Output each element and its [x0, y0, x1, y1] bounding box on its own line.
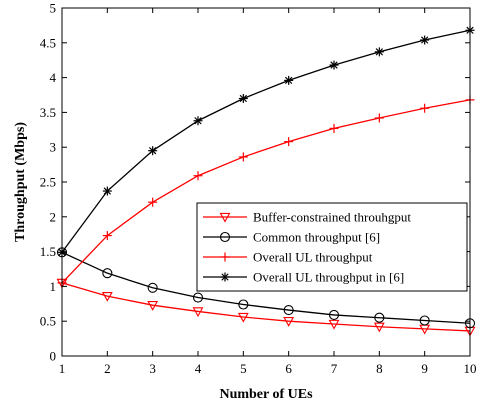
legend-label: Buffer-constrained throuhgput [253, 210, 411, 225]
y-axis-label: Throughput (Mbps) [13, 122, 28, 242]
data-point [192, 292, 204, 303]
marker-stroke [103, 187, 111, 195]
series-4 [57, 25, 475, 257]
data-point [284, 137, 294, 147]
marker-stroke [421, 36, 429, 44]
x-tick-label: 5 [240, 361, 247, 376]
y-tick-label: 4 [50, 70, 57, 85]
x-tick-label: 7 [331, 361, 338, 376]
y-tick-label: 3 [50, 140, 57, 155]
series-line [61, 99, 471, 284]
data-point [238, 93, 248, 103]
legend-label: Overall UL throughput in [6] [253, 270, 404, 285]
data-point [328, 309, 340, 320]
data-point [329, 60, 339, 70]
data-point [329, 123, 339, 133]
plot-area [56, 25, 476, 337]
data-point [148, 146, 158, 156]
marker-stroke [221, 273, 229, 281]
data-point [237, 312, 249, 323]
data-point [147, 301, 159, 311]
data-point [148, 197, 158, 207]
data-point [328, 319, 340, 330]
y-tick-label: 1 [50, 279, 57, 294]
x-axis-label: Number of UEs [219, 387, 313, 402]
plot-frame [61, 7, 471, 357]
data-point [420, 103, 430, 113]
marker-stroke [194, 117, 202, 125]
legend-marker [220, 252, 230, 262]
x-tick-label: 6 [285, 361, 292, 376]
legend-label: Common throughput [6] [253, 230, 380, 245]
data-point [238, 152, 248, 162]
marker-stroke [239, 94, 247, 103]
marker-stroke [285, 76, 293, 85]
y-tick-label: 2 [50, 209, 57, 224]
data-point [374, 312, 385, 323]
legend-marker [220, 272, 230, 282]
data-point [102, 186, 112, 196]
x-tick-label: 9 [421, 361, 428, 376]
data-point [284, 75, 294, 85]
y-tick-label: 2.5 [40, 175, 56, 190]
legend-entry: Buffer-constrained throuhgput [203, 210, 411, 225]
legend-label: Overall UL throughput [253, 250, 373, 265]
x-tick-label: 4 [195, 361, 202, 376]
x-tick-label: 10 [464, 361, 477, 376]
legend-marker [219, 231, 231, 243]
data-point [102, 268, 113, 279]
legend-marker [219, 212, 231, 223]
x-tick-label: 1 [59, 361, 66, 376]
marker-stroke [330, 61, 338, 69]
legend: Buffer-constrained throuhgput Common thro… [196, 202, 468, 292]
y-tick-label: 3.5 [40, 105, 56, 120]
data-point [101, 291, 113, 302]
data-point [192, 307, 204, 318]
data-point [283, 317, 295, 327]
y-tick-label: 5 [50, 1, 57, 16]
marker-stroke [375, 48, 383, 56]
data-point [374, 113, 384, 123]
legend-entry: Overall UL throughput in [6] [203, 270, 404, 285]
y-tick-label: 4.5 [40, 35, 56, 50]
data-point [419, 315, 430, 326]
y-tick-label: 1.5 [40, 244, 56, 259]
legend-entry: Overall UL throughput [203, 250, 373, 265]
data-point [373, 322, 385, 333]
data-point [283, 305, 294, 316]
data-point [374, 47, 384, 57]
data-point [193, 116, 203, 126]
marker-stroke [149, 147, 157, 155]
data-point [420, 35, 430, 45]
legend-box [196, 202, 468, 292]
data-point [193, 171, 203, 181]
data-point [238, 299, 249, 310]
series-line [61, 29, 471, 253]
y-tick-label: 0 [50, 349, 57, 364]
legend-entry: Common throughput [6] [203, 230, 380, 245]
x-tick-label: 3 [149, 361, 156, 376]
series-line [61, 282, 471, 332]
series-line [61, 251, 471, 324]
x-tick-label: 2 [104, 361, 111, 376]
y-tick-label: 0.5 [40, 314, 56, 329]
x-tick-label: 8 [376, 361, 383, 376]
data-point [102, 231, 112, 241]
data-point [147, 282, 158, 293]
